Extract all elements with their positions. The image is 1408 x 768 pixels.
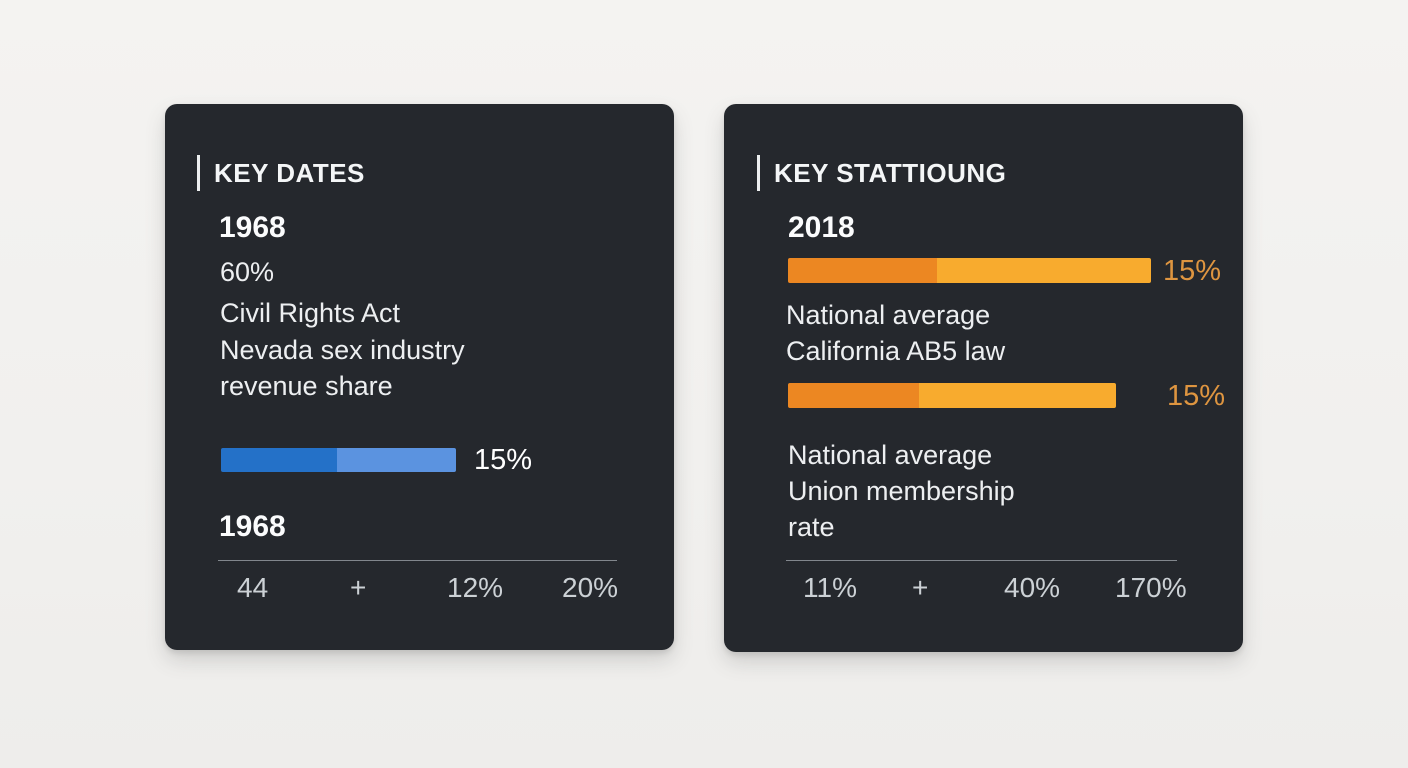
divider [218, 560, 617, 561]
stat-line: California AB5 law [786, 336, 1006, 366]
card-key-stats: KEY STATTIOUNG 2018 15% National average… [724, 104, 1243, 652]
footer-stat: 20% [562, 572, 619, 603]
stat-line: Union membership [788, 476, 1015, 506]
bar-segment-light [936, 258, 1151, 283]
stat-line: National average [788, 440, 993, 470]
title-accent-bar [757, 155, 760, 191]
card-title-text: KEY STATTIOUNG [774, 157, 1007, 188]
card-title: KEY DATES [197, 155, 365, 191]
divider [786, 560, 1177, 561]
bar-segment-light [337, 448, 456, 472]
footer-stat: 170% [1115, 572, 1187, 603]
progress-bar-orange-1 [788, 258, 1151, 283]
card-title: KEY STATTIOUNG [757, 155, 1006, 191]
progress-bar-blue [221, 448, 456, 472]
stat-line: Nevada sex industry [220, 335, 465, 365]
card-key-dates: KEY DATES 1968 60% Civil Rights Act Neva… [165, 104, 674, 650]
footer-plus-sign: + [912, 572, 929, 603]
footer-stat: 12% [447, 572, 504, 603]
year-label-top: 2018 [788, 211, 855, 244]
bar-segment-dark [788, 383, 920, 408]
progress-bar-orange-2 [788, 383, 1116, 408]
year-label-bottom: 1968 [219, 510, 286, 543]
stat-line: revenue share [220, 371, 393, 401]
footer-stat: 11% [803, 572, 857, 603]
year-label-top: 1968 [219, 211, 286, 244]
title-accent-bar [197, 155, 200, 191]
stat-line: 60% [220, 257, 275, 287]
card-title-text: KEY DATES [214, 157, 365, 188]
stat-line: National average [786, 300, 991, 330]
stat-line: rate [788, 512, 835, 542]
footer-stat: 44 [237, 572, 269, 603]
bar-value-label: 15% [1163, 255, 1222, 287]
bar-segment-light [919, 383, 1116, 408]
bar-value-label: 15% [474, 444, 533, 476]
bar-segment-dark [788, 258, 937, 283]
bar-segment-dark [221, 448, 338, 472]
bar-value-label: 15% [1167, 380, 1226, 412]
footer-stat: 40% [1004, 572, 1061, 603]
footer-plus-sign: + [350, 572, 367, 603]
stat-line: Civil Rights Act [220, 298, 401, 328]
